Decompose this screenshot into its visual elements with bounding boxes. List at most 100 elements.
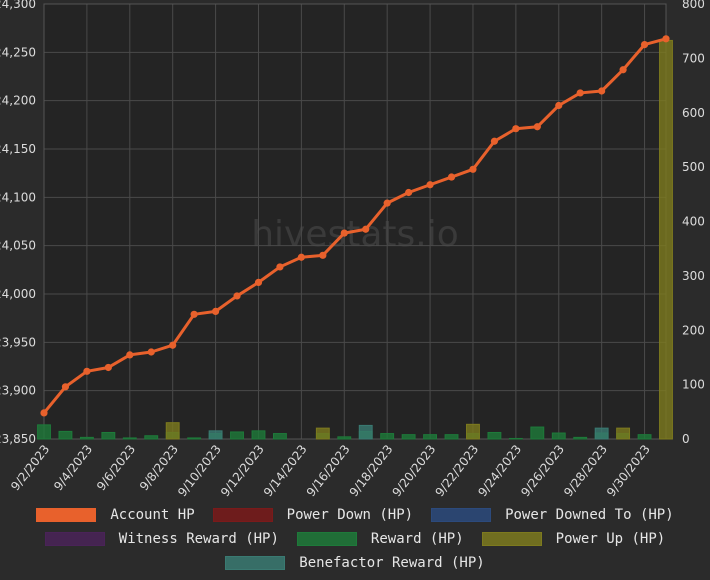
right-tick-label: 100 xyxy=(682,378,705,392)
bar-power-up-hp xyxy=(165,422,180,440)
bar-reward-hp xyxy=(551,432,566,440)
account-hp-point xyxy=(405,188,413,197)
legend-label-witness-reward: Witness Reward (HP) xyxy=(118,531,279,547)
legend-label-power-up: Power Up (HP) xyxy=(555,531,666,547)
account-hp-point xyxy=(447,173,456,181)
account-hp-point xyxy=(276,263,284,271)
right-tick-label: 500 xyxy=(682,160,705,174)
account-hp-line xyxy=(42,37,667,414)
bar-reward-hp xyxy=(37,424,51,440)
left-tick-label: 24,050 xyxy=(0,239,36,253)
bar-reward-hp xyxy=(508,437,523,440)
account-hp-point xyxy=(340,229,348,237)
legend-item-power-up[interactable]: Power Up (HP) xyxy=(481,531,666,547)
bar-power-up-hp xyxy=(466,423,480,440)
bar-reward-hp xyxy=(144,435,159,440)
account-hp-point xyxy=(662,35,670,43)
bar-reward-hp xyxy=(530,426,545,440)
left-tick-label: 24,000 xyxy=(0,287,36,301)
account-hp-point xyxy=(362,225,370,233)
left-tick-label: 23,900 xyxy=(0,384,36,398)
x-tick-label: 9/20/2023 xyxy=(390,442,439,499)
chart-area: hivestats.io 23,850 23,900 23,950 24,000 24,0… xyxy=(0,0,705,499)
x-tick-label: 9/24/2023 xyxy=(475,442,524,499)
bar-reward-hp xyxy=(230,431,244,440)
x-tick-label: 9/18/2023 xyxy=(347,442,396,499)
x-tick-label: 9/26/2023 xyxy=(518,442,567,499)
account-hp-point xyxy=(169,341,177,349)
legend-swatch-power-downed-to xyxy=(431,508,492,522)
bar-reward-hp xyxy=(187,437,202,440)
legend-label-power-down: Power Down (HP) xyxy=(286,507,414,523)
legend-row-1: Account HP Power Down (HP) Power Downed … xyxy=(0,503,710,527)
bar-reward-hp xyxy=(423,434,438,440)
bar-reward-hp xyxy=(401,434,416,440)
hp-chart: hivestats.io 23,850 23,900 23,950 24,000 24,0… xyxy=(0,0,705,499)
account-hp-point xyxy=(512,125,520,133)
right-tick-label: 0 xyxy=(682,432,690,446)
legend-label-account-hp: Account HP xyxy=(110,507,195,523)
legend-swatch-power-up xyxy=(481,532,542,546)
bar-reward-hp xyxy=(272,433,287,440)
x-tick-label: 9/16/2023 xyxy=(304,442,353,499)
legend-item-benefactor-reward[interactable]: Benefactor Reward (HP) xyxy=(225,555,485,571)
x-tick-label: 9/2/2023 xyxy=(8,442,52,493)
right-tick-label: 600 xyxy=(682,106,705,120)
bar-reward-hp xyxy=(79,436,94,440)
x-tick-label: 9/4/2023 xyxy=(51,442,95,493)
x-tick-label: 9/12/2023 xyxy=(218,442,267,499)
right-tick-label: 200 xyxy=(682,323,705,337)
left-tick-label: 24,200 xyxy=(0,94,36,108)
bar-reward-hp xyxy=(444,434,459,440)
account-hp-point xyxy=(190,310,198,318)
right-tick-label: 800 xyxy=(682,0,705,11)
bar-benefactor-reward-hp xyxy=(594,427,609,440)
bar-benefactor-reward-hp xyxy=(208,430,223,440)
bar-power-up-hp xyxy=(659,39,673,440)
bar-reward-hp xyxy=(637,434,652,440)
bar-reward-hp xyxy=(122,437,137,440)
bar-reward-hp xyxy=(573,436,588,440)
bar-reward-hp xyxy=(337,436,352,440)
left-tick-label: 24,300 xyxy=(0,0,36,11)
legend-item-witness-reward[interactable]: Witness Reward (HP) xyxy=(44,531,279,547)
legend-item-reward[interactable]: Reward (HP) xyxy=(296,531,464,547)
x-tick-label: 9/8/2023 xyxy=(137,442,181,493)
account-hp-point xyxy=(254,278,263,286)
left-tick-label: 24,150 xyxy=(0,142,36,156)
x-tick-label: 9/28/2023 xyxy=(561,442,610,499)
legend-swatch-benefactor-reward xyxy=(225,556,286,570)
bar-reward-hp xyxy=(58,430,73,440)
x-tick-label: 9/30/2023 xyxy=(604,442,653,499)
legend-swatch-reward xyxy=(296,532,357,546)
x-tick-label: 9/22/2023 xyxy=(432,442,481,499)
account-hp-point xyxy=(61,383,70,391)
left-tick-label: 24,250 xyxy=(0,45,36,59)
watermark: hivestats.io xyxy=(251,214,459,255)
legend-item-power-downed-to[interactable]: Power Downed To (HP) xyxy=(431,507,674,523)
account-hp-point xyxy=(319,251,327,259)
account-hp-point xyxy=(211,307,220,315)
bar-reward-hp xyxy=(487,431,502,440)
right-tick-label: 400 xyxy=(682,215,705,229)
right-tick-label: 300 xyxy=(682,269,705,283)
legend-item-power-down[interactable]: Power Down (HP) xyxy=(212,507,414,523)
account-hp-point xyxy=(576,89,584,97)
x-tick-label: 9/6/2023 xyxy=(94,442,138,493)
bar-reward-hp xyxy=(101,431,116,440)
legend-row-2: Witness Reward (HP) Reward (HP) Power Up… xyxy=(0,527,710,551)
right-tick-label: 700 xyxy=(682,51,705,65)
account-hp-point xyxy=(426,181,434,189)
left-tick-label: 23,850 xyxy=(0,432,36,446)
legend-label-benefactor-reward: Benefactor Reward (HP) xyxy=(299,555,485,571)
legend-label-reward: Reward (HP) xyxy=(370,531,464,547)
x-tick-label: 9/10/2023 xyxy=(175,442,224,499)
account-hp-point xyxy=(233,292,241,300)
plot-background xyxy=(44,4,666,439)
account-hp-point xyxy=(383,199,391,207)
account-hp-point xyxy=(619,66,627,74)
account-hp-point xyxy=(469,165,477,173)
legend-item-account-hp[interactable]: Account HP xyxy=(36,507,195,523)
legend-label-power-downed-to: Power Downed To (HP) xyxy=(505,507,674,523)
account-hp-point xyxy=(83,367,91,375)
